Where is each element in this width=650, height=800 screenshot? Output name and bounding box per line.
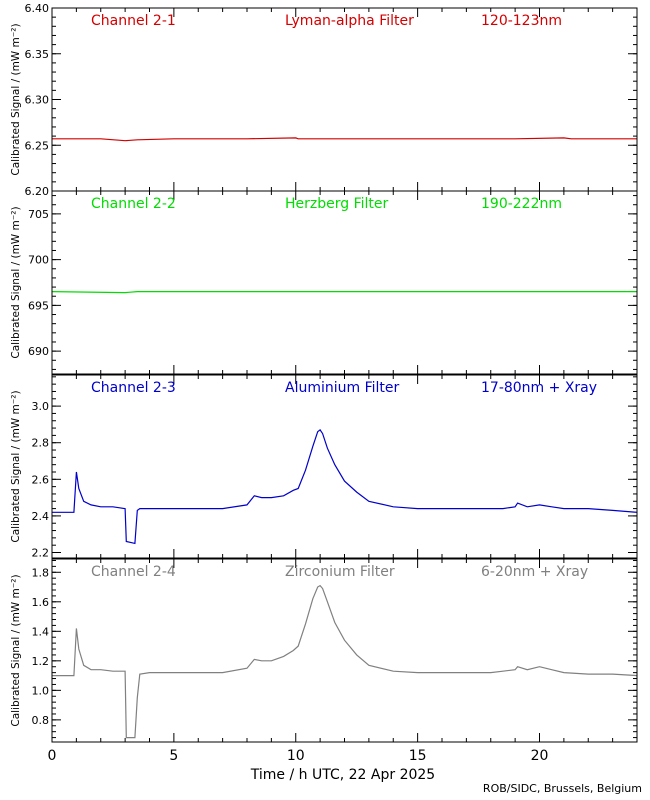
y-tick-label: 6.25	[25, 139, 50, 152]
filter-label: Herzberg Filter	[285, 196, 389, 212]
x-tick-label: 15	[409, 748, 427, 764]
y-tick-label: 6.20	[25, 185, 50, 198]
plot-frame	[51, 374, 638, 559]
plot-frame	[51, 7, 638, 192]
filter-label: Lyman-alpha Filter	[285, 13, 414, 29]
y-tick-label: 6.40	[25, 2, 50, 15]
credit-label: ROB/SIDC, Brussels, Belgium	[483, 782, 642, 795]
x-tick-label: 20	[531, 748, 549, 764]
x-tick-label: 0	[48, 748, 57, 764]
channel-label: Channel 2-4	[91, 564, 176, 580]
band-label: 17-80nm + Xray	[481, 380, 597, 396]
panel-3: 2.2 2.4 2.6 2.8 3.0 Calibrated Signal / (mW m…	[10, 374, 638, 560]
filter-label: Aluminium Filter	[285, 380, 400, 396]
y-tick-label: 2.2	[32, 547, 50, 560]
y-tick-label: 2.6	[32, 473, 50, 486]
y-tick-label: 6.30	[25, 94, 50, 107]
channel-label: Channel 2-1	[91, 13, 176, 29]
band-label: 120-123nm	[481, 13, 562, 29]
y-tick-label: 1.2	[32, 655, 50, 668]
band-label: 190-222nm	[481, 196, 562, 212]
y-tick-label: 6.35	[25, 48, 50, 61]
y-tick-label: 705	[28, 208, 49, 221]
x-axis-label: Time / h UTC, 22 Apr 2025	[250, 767, 435, 783]
y-tick-label: 2.4	[32, 510, 50, 523]
data-series-line	[51, 291, 637, 294]
y-tick-label: 1.6	[32, 596, 50, 609]
y-axis-label: Calibrated Signal / (mW m⁻²)	[10, 23, 22, 175]
y-axis-label: Calibrated Signal / (mW m⁻²)	[10, 574, 22, 726]
y-tick-label: 1.4	[32, 625, 50, 638]
y-tick-label: 3.0	[32, 400, 50, 413]
y-axis-label: Calibrated Signal / (mW m⁻²)	[10, 390, 22, 542]
plot-frame	[51, 190, 638, 375]
channel-label: Channel 2-2	[91, 196, 176, 212]
data-series-line	[52, 429, 638, 545]
y-tick-label: 1.8	[32, 566, 50, 579]
plot-frame	[51, 558, 638, 743]
y-tick-label: 0.8	[32, 714, 50, 727]
y-tick-label: 1.0	[32, 684, 50, 697]
panel-4: 0 5 10 15 20 0.8 1.0 1.2 1.4 1.6 1.8 Calibrated Sig…	[10, 558, 638, 764]
y-tick-label: 695	[28, 299, 49, 312]
x-tick-label: 10	[287, 748, 305, 764]
data-series-line	[52, 584, 638, 739]
band-label: 6-20nm + Xray	[481, 564, 588, 580]
y-tick-label: 690	[28, 345, 49, 358]
filter-label: Zirconium Filter	[285, 564, 395, 580]
data-series-line	[52, 137, 637, 142]
y-axis-label: Calibrated Signal / (mW m⁻²)	[10, 206, 22, 358]
y-tick-label: 2.8	[32, 437, 50, 450]
panel-2: 690 695 700 705 Calibrated Signal / (mW m⁻²)…	[10, 190, 638, 375]
channel-label: Channel 2-3	[91, 380, 176, 396]
y-tick-label: 700	[28, 254, 49, 267]
x-tick-label: 5	[169, 748, 178, 764]
